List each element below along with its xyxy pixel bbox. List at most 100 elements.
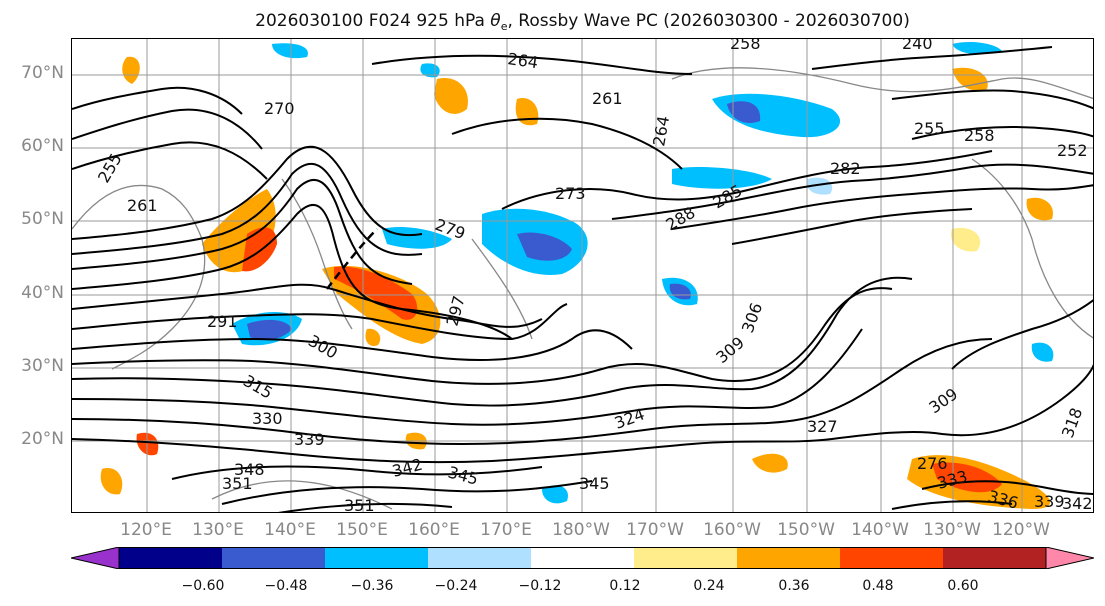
anomaly-neg-north-5 xyxy=(952,41,1002,55)
contour-label: 270 xyxy=(264,99,295,118)
colorbar-tick-label: −0.24 xyxy=(434,578,478,594)
title-suffix: , Rossby Wave PC (2026030300 - 202603070… xyxy=(507,11,910,31)
anomaly-neg-east-1 xyxy=(1031,342,1054,362)
chart-title: 2026030100 F024 925 hPa θe, Rossby Wave … xyxy=(0,11,1105,33)
contour-label: 339 xyxy=(1034,492,1065,511)
contour-label: 348 xyxy=(234,460,265,479)
contour-label: 252 xyxy=(1057,141,1088,160)
anomaly-neg-north-1 xyxy=(712,93,841,138)
contour-label: 273 xyxy=(555,184,586,203)
colorbar-segment xyxy=(222,547,326,569)
contour-label: 261 xyxy=(592,89,623,108)
colorbar-extend-min xyxy=(71,547,120,569)
colorbar-tick-label: −0.60 xyxy=(181,578,225,594)
colorbar-segment xyxy=(531,547,635,569)
lon-label-160w: 160°W xyxy=(703,520,761,540)
contour-label: 261 xyxy=(127,196,158,215)
anomaly-neg-south-2 xyxy=(806,177,833,195)
colorbar-segment xyxy=(737,547,841,569)
colorbar-segment xyxy=(840,547,944,569)
contour-label: 309 xyxy=(712,333,748,367)
colorbar-segment xyxy=(634,547,738,569)
anomaly-east-pac-3 xyxy=(932,462,1002,493)
lon-label-130w: 130°W xyxy=(923,520,981,540)
contour-label: 345 xyxy=(446,463,480,489)
contour-label: 264 xyxy=(649,114,673,147)
anomaly-north-1 xyxy=(122,56,140,84)
lat-label-50n: 50°N xyxy=(21,209,64,229)
contour-label: 240 xyxy=(902,39,933,53)
contour-label: 342 xyxy=(390,455,424,481)
contour-label: 291 xyxy=(207,312,238,331)
contour-label: 318 xyxy=(1058,405,1086,440)
map-svg: 264 258 240 270 261 264 255 258 252 255 … xyxy=(72,39,1093,513)
lon-label-140e: 140°E xyxy=(264,520,316,540)
lat-label-60n: 60°N xyxy=(21,136,64,156)
title-prefix: 2026030100 F024 925 hPa xyxy=(255,11,491,31)
contour-label: 258 xyxy=(730,39,761,53)
colorbar-segment xyxy=(325,547,429,569)
contour-label: 345 xyxy=(579,474,610,493)
anomaly-japan-2 xyxy=(334,266,418,320)
dashed-trough-line xyxy=(326,228,378,290)
colorbar-tick-label: 0.60 xyxy=(947,578,979,594)
lat-label-40n: 40°N xyxy=(21,283,64,303)
anomaly-japan-3 xyxy=(365,328,381,347)
lon-label-150w: 150°W xyxy=(777,520,835,540)
lat-label-20n: 20°N xyxy=(21,429,64,449)
contour-label: 255 xyxy=(914,119,945,138)
anomaly-north-4 xyxy=(952,67,988,91)
anomaly-neg-center-2 xyxy=(517,232,572,261)
contour-label: 264 xyxy=(506,49,539,72)
anomaly-neg-north-4 xyxy=(272,43,308,59)
anomaly-east-asia-2 xyxy=(242,227,277,272)
theta-e-contours xyxy=(72,46,1093,512)
contour-label: 306 xyxy=(738,300,766,335)
contour-label: 342 xyxy=(1062,494,1093,513)
anomaly-north-2 xyxy=(434,78,468,114)
lat-label-30n: 30°N xyxy=(21,356,64,376)
lon-label-160e: 160°E xyxy=(408,520,460,540)
lon-label-170w: 170°W xyxy=(626,520,684,540)
colorbar-segment xyxy=(943,547,1047,569)
contour-label: 351 xyxy=(344,496,375,513)
lon-label-180w: 180°W xyxy=(552,520,610,540)
anomaly-light-1 xyxy=(951,227,981,252)
lon-label-170e: 170°E xyxy=(480,520,532,540)
title-theta: θ xyxy=(490,11,501,31)
contour-label: 309 xyxy=(925,384,961,417)
contour-label: 324 xyxy=(612,404,647,432)
contour-label: 327 xyxy=(807,417,838,436)
colorbar-tick-label: 0.48 xyxy=(862,578,894,594)
colorbar-segment xyxy=(119,547,223,569)
lon-label-130e: 130°E xyxy=(192,520,244,540)
contour-labels: 264 258 240 270 261 264 255 258 252 255 … xyxy=(94,39,1093,513)
contour-label: 330 xyxy=(252,409,283,428)
anomaly-sw-2 xyxy=(100,468,123,495)
colorbar xyxy=(71,547,1094,569)
lon-label-120w: 120°W xyxy=(992,520,1050,540)
graticule xyxy=(72,39,1093,512)
colorbar-tick-label: −0.48 xyxy=(264,578,308,594)
anomaly-neg-west-2 xyxy=(247,319,292,340)
colorbar-segment xyxy=(428,547,532,569)
title-theta-subscript: e xyxy=(500,20,508,33)
contour-label: 258 xyxy=(964,126,995,145)
colorbar-frame xyxy=(118,547,1047,569)
contour-label: 300 xyxy=(305,331,341,363)
colorbar-tick-label: 0.12 xyxy=(609,578,641,594)
colorbar-tick-label: −0.36 xyxy=(350,578,394,594)
contour-label: 282 xyxy=(830,159,861,178)
lon-label-140w: 140°W xyxy=(851,520,909,540)
lon-label-150e: 150°E xyxy=(336,520,388,540)
colorbar-tick-label: 0.36 xyxy=(778,578,810,594)
anomaly-neg-north-3 xyxy=(672,167,772,189)
anomaly-east-pac-1 xyxy=(1026,197,1053,221)
contour-label: 339 xyxy=(294,430,325,449)
contour-label: 315 xyxy=(240,371,276,403)
colorbar-tick-label: 0.24 xyxy=(693,578,725,594)
colorbar-tick-label: −0.12 xyxy=(518,578,562,594)
anomaly-sw-3 xyxy=(752,453,788,473)
lon-label-120e: 120°E xyxy=(120,520,172,540)
contour-label: 276 xyxy=(917,454,948,473)
